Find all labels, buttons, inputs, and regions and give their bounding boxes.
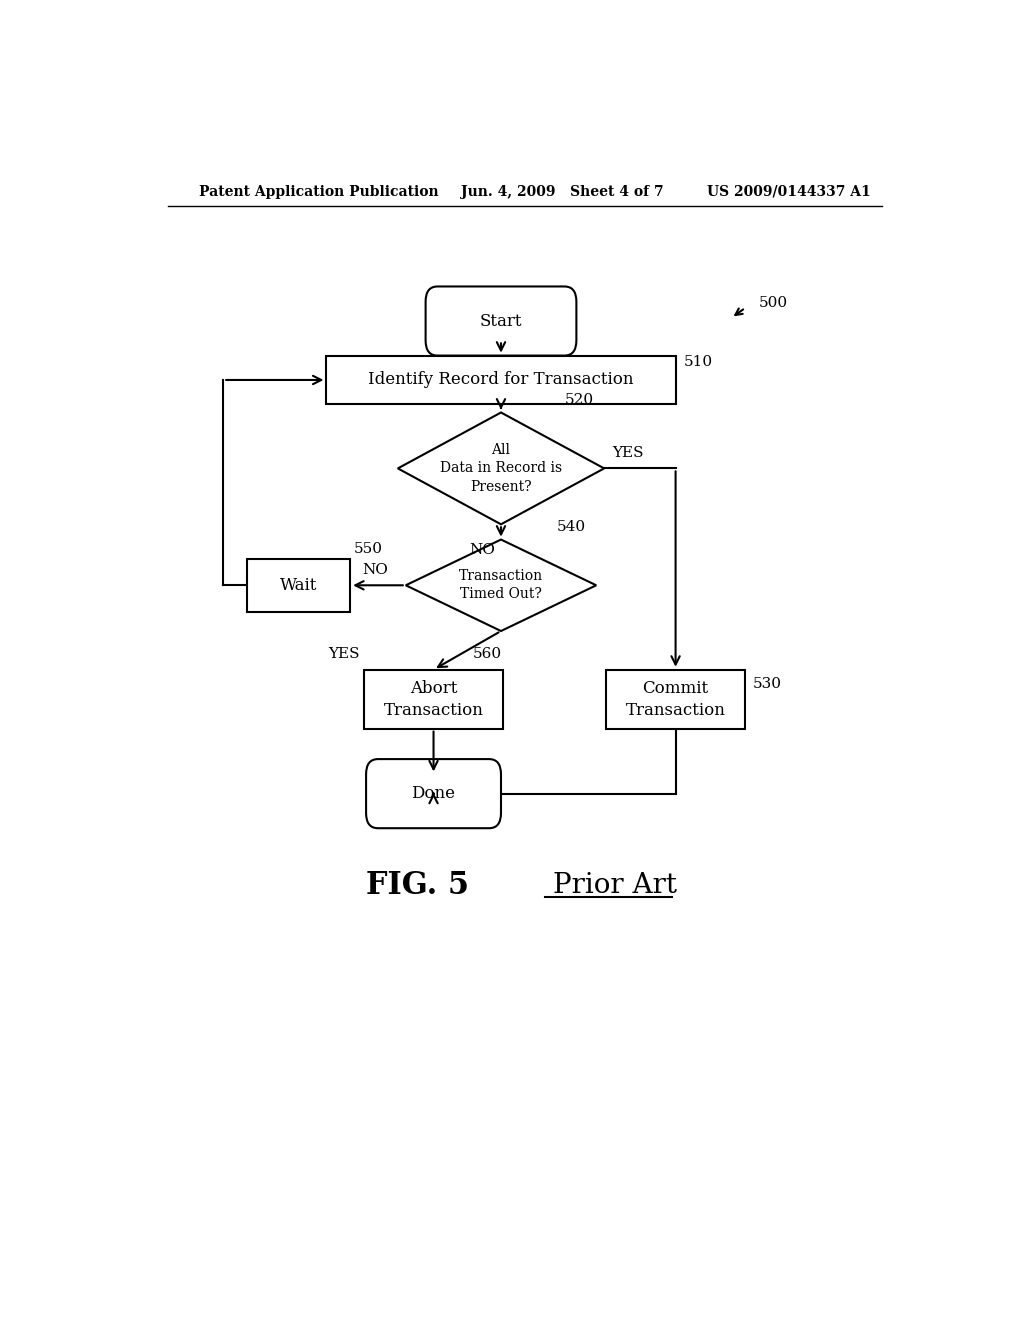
Text: 540: 540 — [557, 520, 586, 535]
Text: All
Data in Record is
Present?: All Data in Record is Present? — [440, 444, 562, 494]
Text: Done: Done — [412, 785, 456, 803]
Text: NO: NO — [362, 564, 388, 577]
Text: US 2009/0144337 A1: US 2009/0144337 A1 — [708, 185, 871, 199]
Text: Prior Art: Prior Art — [553, 871, 677, 899]
Text: 500: 500 — [759, 296, 788, 310]
Bar — [247, 558, 350, 611]
Text: Patent Application Publication: Patent Application Publication — [200, 185, 439, 199]
Bar — [365, 669, 503, 729]
Text: YES: YES — [329, 647, 359, 661]
Text: Abort
Transaction: Abort Transaction — [384, 680, 483, 718]
Text: Jun. 4, 2009   Sheet 4 of 7: Jun. 4, 2009 Sheet 4 of 7 — [461, 185, 664, 199]
Text: 530: 530 — [753, 677, 782, 690]
Text: 520: 520 — [564, 393, 594, 408]
Text: 550: 550 — [354, 541, 383, 556]
Text: 510: 510 — [684, 355, 713, 368]
Text: Transaction
Timed Out?: Transaction Timed Out? — [459, 569, 543, 602]
Text: 560: 560 — [473, 647, 503, 661]
Bar — [327, 355, 676, 404]
Polygon shape — [406, 540, 596, 631]
Text: FIG. 5: FIG. 5 — [367, 870, 469, 900]
Text: YES: YES — [612, 446, 644, 461]
FancyBboxPatch shape — [367, 759, 501, 828]
Text: Start: Start — [479, 313, 522, 330]
Text: Commit
Transaction: Commit Transaction — [626, 680, 726, 718]
Text: Identify Record for Transaction: Identify Record for Transaction — [369, 371, 634, 388]
Bar — [606, 669, 745, 729]
FancyBboxPatch shape — [426, 286, 577, 355]
Text: NO: NO — [469, 543, 496, 557]
Text: Wait: Wait — [280, 577, 317, 594]
Polygon shape — [397, 412, 604, 524]
